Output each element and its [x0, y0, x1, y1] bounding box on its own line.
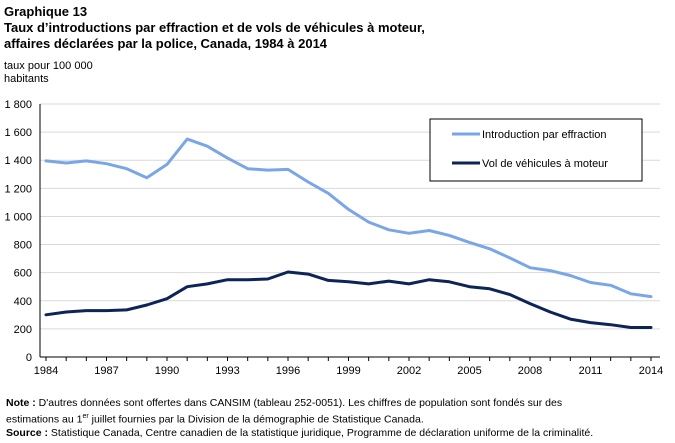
- chart-title-block: Graphique 13 Taux d’introductions par ef…: [4, 4, 669, 52]
- series-line-1: [44, 137, 653, 299]
- note-text-2a: estimations au 1: [6, 413, 83, 426]
- source-line: Source : Statistique Canada, Centre cana…: [6, 427, 671, 440]
- y-tick-label: 1 600: [4, 127, 32, 139]
- y-tick-label: 1 400: [4, 155, 32, 167]
- note-label: Note :: [6, 397, 36, 409]
- legend-label: Introduction par effraction: [482, 129, 607, 141]
- note-line-1: Note : D'autres données sont offertes da…: [6, 397, 671, 410]
- note-text-2b: juillet fournies par la Division de la d…: [88, 413, 424, 426]
- x-tick-label: 2011: [579, 365, 603, 377]
- note-text-1: D'autres données sont offertes dans CANS…: [35, 397, 563, 409]
- x-tick-label: 2002: [397, 365, 421, 377]
- note-line-2: estimations au 1er juillet fournies par …: [6, 410, 671, 427]
- y-tick-label: 200: [14, 324, 32, 336]
- chart-title: Taux d’introductions par effraction et d…: [4, 20, 425, 51]
- x-tick-label: 1996: [276, 365, 300, 377]
- graph-number: Graphique 13: [4, 4, 88, 19]
- x-tick-label: 2014: [639, 365, 663, 377]
- y-tick-label: 1 800: [4, 99, 32, 111]
- note-superscript: er: [82, 413, 89, 420]
- source-text: Statistique Canada, Centre canadien de l…: [48, 426, 594, 439]
- y-tick-label: 800: [14, 240, 32, 252]
- y-tick-label: 0: [26, 352, 32, 364]
- x-tick-label: 1993: [215, 365, 239, 377]
- y-tick-label: 1 000: [4, 211, 32, 223]
- x-tick-label: 2008: [518, 365, 542, 377]
- x-tick-label: 1984: [34, 365, 58, 377]
- x-tick-label: 2005: [457, 365, 481, 377]
- series-line-2: [44, 270, 653, 329]
- footnote: Note : D'autres données sont offertes da…: [6, 397, 671, 440]
- x-tick-label: 1990: [155, 365, 179, 377]
- y-tick-label: 400: [14, 296, 32, 308]
- y-tick-label: 1 200: [4, 183, 32, 195]
- x-tick-label: 1987: [94, 365, 118, 377]
- y-axis-label: taux pour 100 000 habitants: [4, 60, 93, 85]
- legend-box: [429, 118, 643, 182]
- legend-label: Vol de véhicules à moteur: [482, 158, 608, 170]
- source-label: Source :: [6, 426, 49, 439]
- y-tick-label: 600: [14, 268, 32, 280]
- x-tick-label: 1999: [336, 365, 360, 377]
